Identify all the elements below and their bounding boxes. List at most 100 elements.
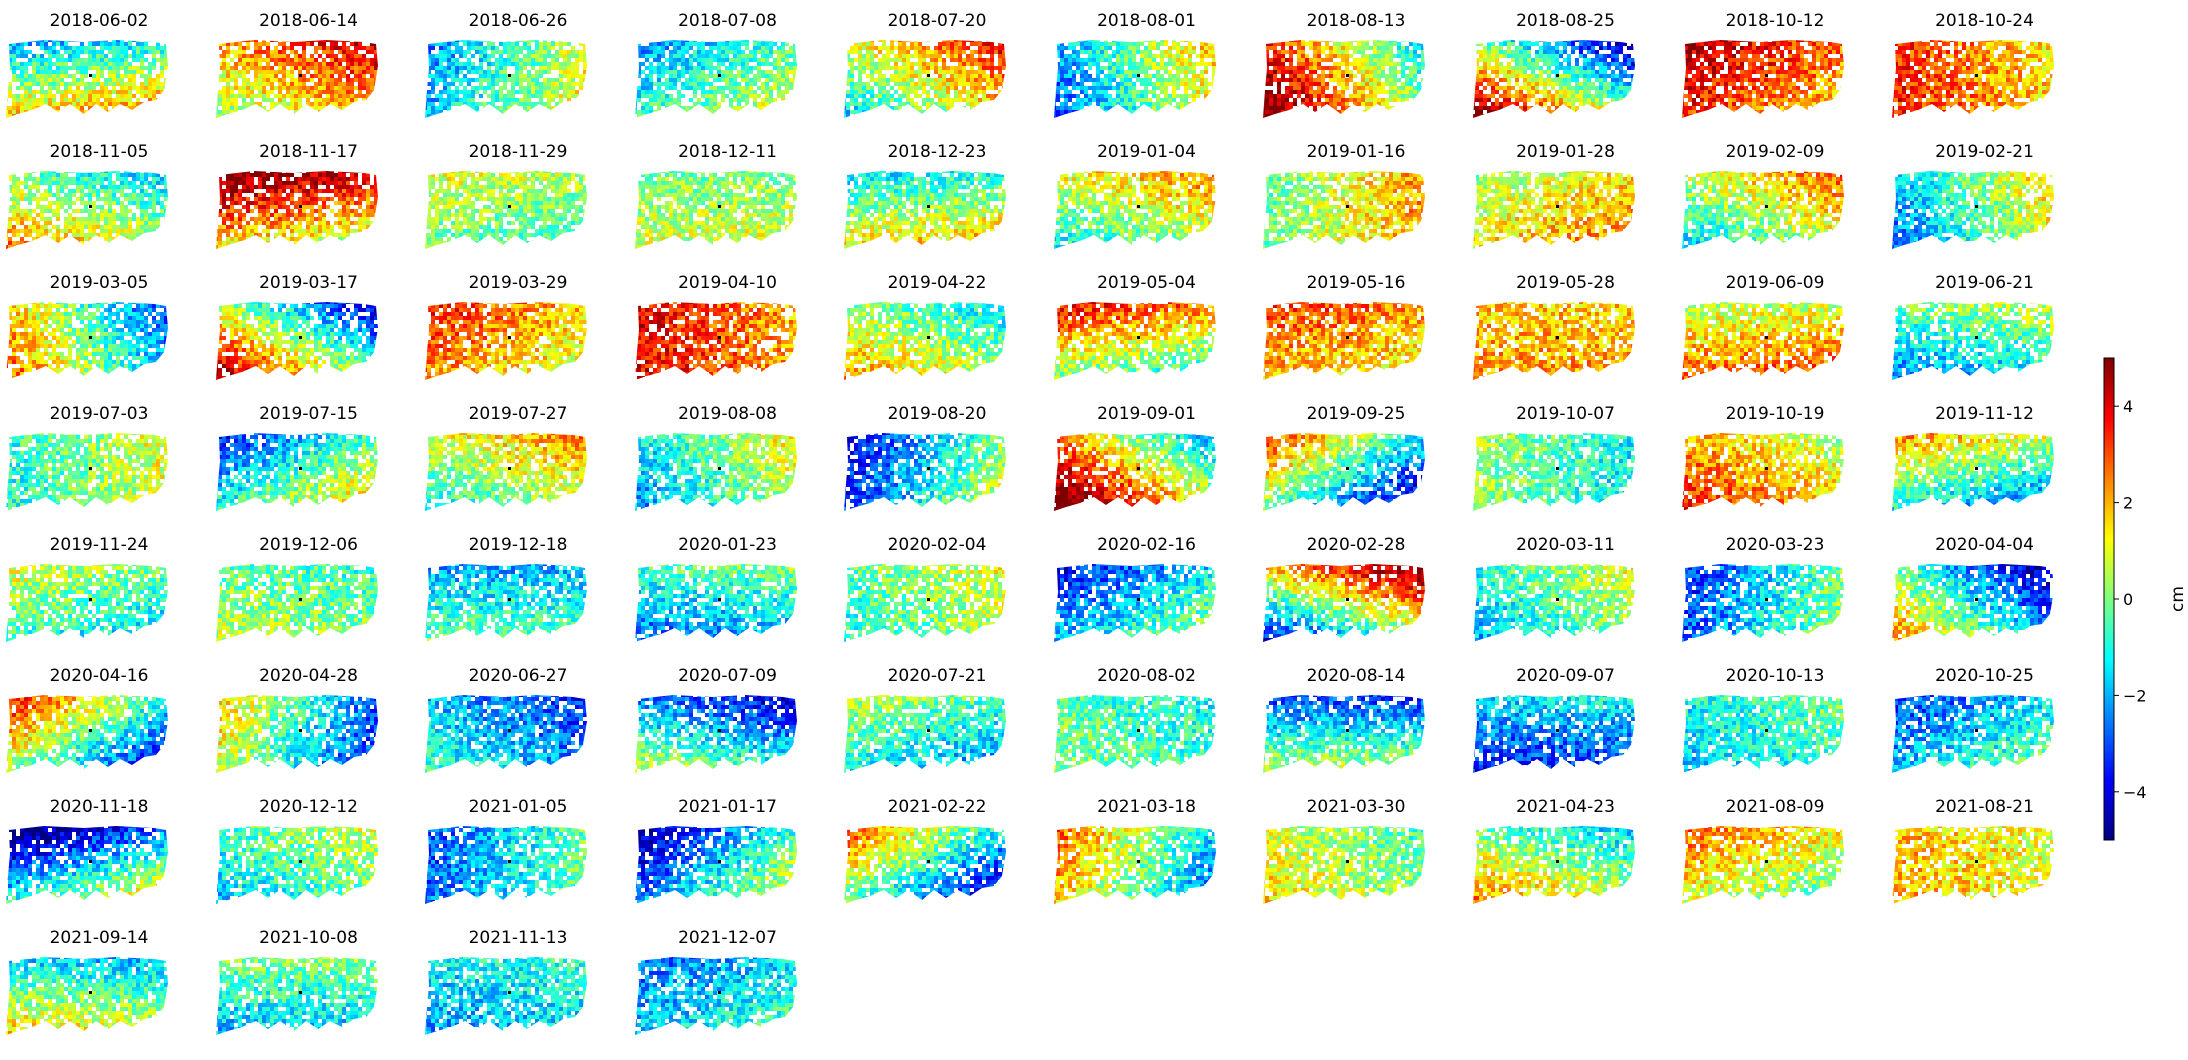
reference-point (1555, 467, 1559, 470)
panel-date-title: 2019-12-18 (423, 534, 613, 556)
displacement-map (1682, 564, 1844, 642)
displacement-map (215, 302, 378, 380)
map-panel: 2021-01-17 (633, 796, 823, 926)
reference-point (298, 729, 302, 732)
reference-point (508, 598, 511, 601)
reference-point (927, 598, 930, 601)
displacement-pixels (425, 171, 587, 249)
reference-point (508, 991, 511, 994)
displacement-pixels (1891, 564, 2054, 642)
panel-date-title: 2018-12-23 (842, 141, 1032, 163)
colorbar-ticks: −4 −2 0 2 4 (2114, 397, 2147, 802)
reference-point (1555, 74, 1559, 77)
panel-date-title: 2018-08-01 (1052, 10, 1242, 32)
map-panel: 2020-04-28 (214, 665, 404, 795)
panel-date-title: 2021-10-08 (214, 927, 404, 949)
reference-point (717, 860, 721, 863)
map-panel: 2021-08-09 (1680, 796, 1870, 926)
map-panel: 2021-04-23 (1471, 796, 1661, 926)
displacement-map (1891, 433, 2054, 511)
displacement-map (425, 433, 587, 511)
map-panel: 2020-01-23 (633, 534, 823, 664)
reference-point (89, 74, 92, 77)
reference-point (927, 205, 930, 208)
reference-point (1346, 598, 1349, 601)
panel-date-title: 2020-02-04 (842, 534, 1032, 556)
map-panel: 2018-06-02 (4, 10, 194, 140)
panel-date-title: 2021-08-09 (1680, 796, 1870, 818)
map-panel: 2021-10-08 (214, 927, 404, 1057)
map-panel: 2019-01-16 (1261, 141, 1451, 271)
panel-date-title: 2019-06-21 (1890, 272, 2080, 294)
displacement-map (1682, 171, 1844, 249)
panel-date-title: 2021-04-23 (1471, 796, 1661, 818)
colorbar-tick-label: 4 (2123, 397, 2133, 416)
displacement-pixels (1891, 695, 2054, 773)
displacement-pixels (1682, 171, 1844, 249)
displacement-pixels (425, 826, 587, 904)
displacement-map (1053, 564, 1216, 642)
displacement-map (425, 564, 587, 642)
displacement-pixels (1682, 40, 1844, 118)
panel-date-title: 2021-12-07 (633, 927, 823, 949)
displacement-map (634, 957, 797, 1035)
panel-date-title: 2018-11-17 (214, 141, 404, 163)
displacement-map (844, 826, 1006, 904)
reference-point (1346, 729, 1349, 732)
map-panel: 2018-08-25 (1471, 10, 1661, 140)
panel-date-title: 2018-06-26 (423, 10, 613, 32)
reference-point (1974, 598, 1978, 601)
map-panel: 2020-02-04 (842, 534, 1032, 664)
map-panel: 2021-12-07 (633, 927, 823, 1057)
map-panel: 2019-02-09 (1680, 141, 1870, 271)
map-panel: 2019-04-22 (842, 272, 1032, 402)
map-panel: 2020-07-21 (842, 665, 1032, 795)
panel-date-title: 2019-05-16 (1261, 272, 1451, 294)
displacement-pixels (634, 826, 797, 904)
panel-date-title: 2019-10-07 (1471, 403, 1661, 425)
displacement-pixels (6, 40, 168, 118)
reference-point (89, 467, 92, 470)
reference-point (1974, 860, 1978, 863)
displacement-map (634, 171, 797, 249)
map-panel: 2019-02-21 (1890, 141, 2080, 271)
map-panel: 2020-09-07 (1471, 665, 1661, 795)
panel-date-title: 2021-08-21 (1890, 796, 2080, 818)
panel-date-title: 2020-02-28 (1261, 534, 1451, 556)
displacement-pixels (844, 302, 1006, 380)
displacement-map (6, 171, 168, 249)
displacement-pixels (1472, 826, 1635, 904)
displacement-map (844, 433, 1006, 511)
displacement-pixels (634, 171, 797, 249)
displacement-map (215, 433, 378, 511)
map-panel: 2021-09-14 (4, 927, 194, 1057)
reference-point (298, 467, 302, 470)
map-panel: 2018-12-23 (842, 141, 1032, 271)
map-panel: 2019-05-16 (1261, 272, 1451, 402)
displacement-pixels (425, 695, 587, 773)
displacement-pixels (215, 695, 378, 773)
reference-point (717, 729, 721, 732)
displacement-map (1263, 433, 1425, 511)
reference-point (1765, 598, 1768, 601)
reference-point (298, 74, 302, 77)
displacement-pixels (844, 433, 1006, 511)
displacement-pixels (844, 695, 1006, 773)
map-panel: 2020-11-18 (4, 796, 194, 926)
displacement-pixels (1263, 564, 1425, 642)
map-panel: 2020-02-28 (1261, 534, 1451, 664)
reference-point (717, 467, 721, 470)
map-panel: 2019-08-08 (633, 403, 823, 533)
map-panel: 2019-11-12 (1890, 403, 2080, 533)
reference-point (1136, 598, 1140, 601)
panel-date-title: 2019-04-22 (842, 272, 1032, 294)
displacement-map (1472, 564, 1635, 642)
displacement-map (425, 957, 587, 1035)
displacement-map (1891, 40, 2054, 118)
map-panel: 2019-06-21 (1890, 272, 2080, 402)
reference-point (298, 860, 302, 863)
displacement-pixels (1053, 302, 1216, 380)
reference-point (1765, 336, 1768, 339)
panel-date-title: 2019-07-27 (423, 403, 613, 425)
reference-point (298, 205, 302, 208)
